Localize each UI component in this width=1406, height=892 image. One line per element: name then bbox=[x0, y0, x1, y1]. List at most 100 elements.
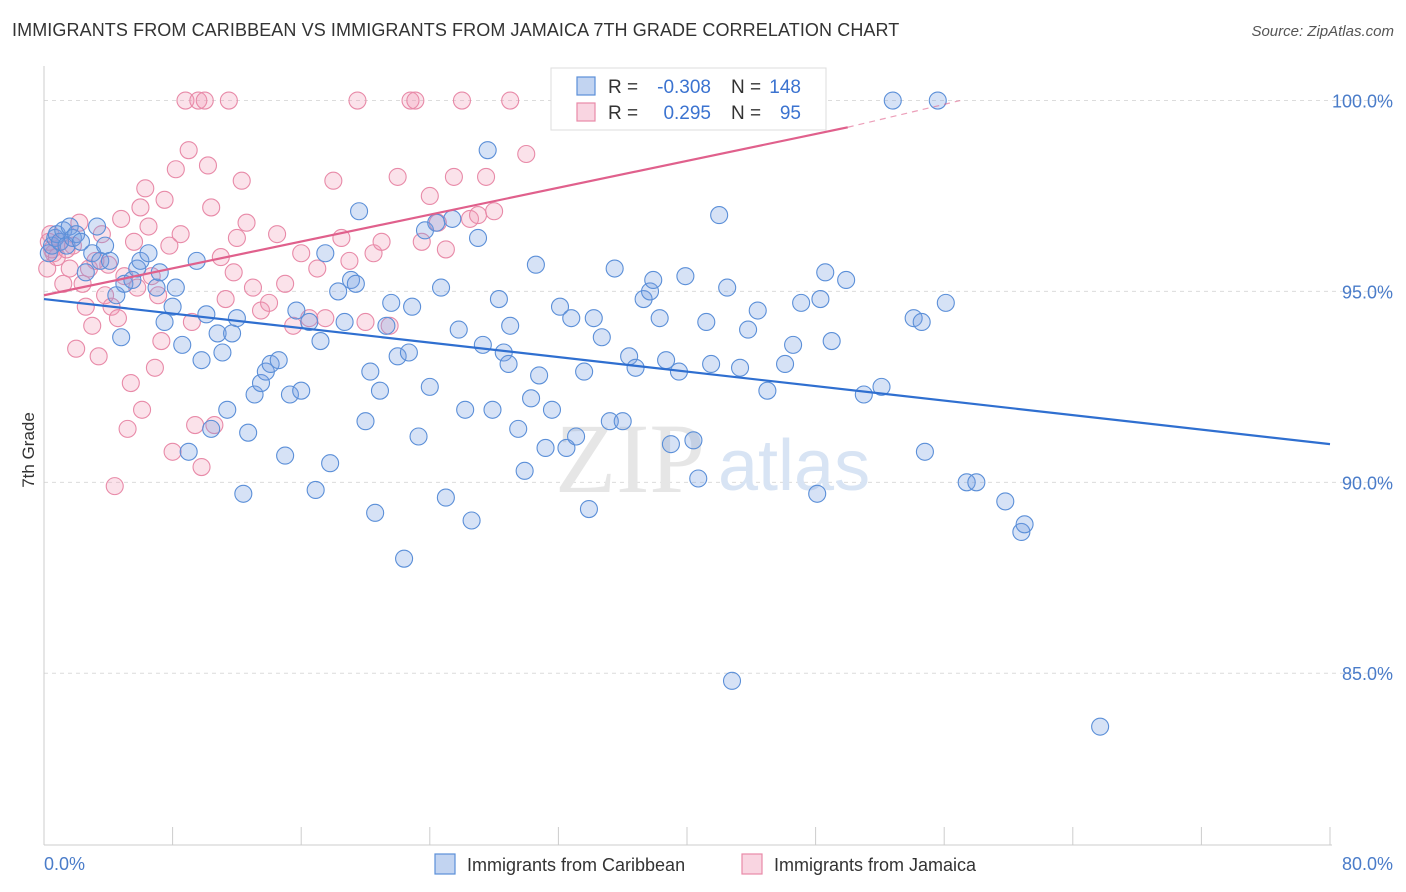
data-point bbox=[208, 324, 227, 343]
data-point bbox=[147, 278, 166, 297]
data-point bbox=[489, 290, 508, 309]
data-point bbox=[449, 320, 468, 339]
data-point bbox=[268, 225, 287, 244]
data-point bbox=[227, 309, 246, 328]
data-point bbox=[245, 385, 264, 404]
data-point bbox=[105, 477, 124, 496]
data-point bbox=[501, 91, 520, 110]
data-point bbox=[316, 244, 335, 263]
data-point bbox=[377, 316, 396, 335]
data-point bbox=[605, 259, 624, 278]
data-point bbox=[234, 484, 253, 503]
legend-n-label: N = bbox=[731, 103, 761, 124]
data-point bbox=[179, 442, 198, 461]
data-point bbox=[335, 312, 354, 332]
data-point bbox=[509, 419, 528, 438]
data-point bbox=[243, 278, 263, 297]
data-point bbox=[420, 186, 439, 206]
data-point bbox=[139, 217, 158, 236]
data-point bbox=[758, 381, 777, 400]
data-point bbox=[340, 251, 359, 270]
data-point bbox=[76, 297, 95, 316]
data-point bbox=[967, 473, 986, 492]
data-point bbox=[784, 335, 803, 354]
data-point bbox=[173, 335, 192, 354]
data-point bbox=[308, 259, 327, 278]
data-point bbox=[936, 293, 955, 312]
data-point bbox=[202, 198, 221, 217]
legend-r-value: -0.308 bbox=[657, 77, 711, 98]
data-point bbox=[689, 469, 708, 488]
data-point bbox=[748, 301, 767, 320]
watermark-atlas: atlas bbox=[718, 426, 870, 506]
data-point bbox=[388, 167, 407, 186]
data-point bbox=[121, 374, 140, 393]
data-point bbox=[739, 320, 758, 339]
data-point bbox=[366, 503, 385, 522]
data-point bbox=[71, 232, 91, 251]
data-point bbox=[60, 259, 79, 278]
data-point bbox=[155, 190, 174, 209]
y-tick-label: 100.0% bbox=[1332, 92, 1393, 112]
legend-r-label: R = bbox=[608, 77, 638, 98]
trend-lines bbox=[43, 99, 1331, 446]
data-point bbox=[118, 419, 137, 438]
data-point bbox=[124, 232, 144, 251]
data-point bbox=[224, 263, 243, 282]
data-point bbox=[232, 171, 251, 190]
legend-r-value: 0.295 bbox=[663, 103, 711, 124]
data-point bbox=[816, 263, 835, 282]
data-point bbox=[166, 278, 185, 297]
data-point bbox=[139, 244, 158, 263]
data-point bbox=[915, 442, 934, 461]
data-point bbox=[517, 144, 536, 164]
data-point bbox=[718, 278, 737, 297]
legend-swatch bbox=[576, 76, 596, 96]
data-point bbox=[213, 343, 232, 362]
data-point bbox=[626, 358, 645, 377]
legend-r-label: R = bbox=[608, 103, 638, 124]
data-point bbox=[403, 297, 422, 316]
data-point bbox=[131, 198, 150, 217]
data-point bbox=[321, 454, 340, 473]
data-point bbox=[149, 286, 168, 305]
data-point bbox=[710, 206, 729, 225]
data-point bbox=[276, 446, 295, 465]
data-point bbox=[436, 240, 455, 259]
data-point bbox=[600, 412, 619, 431]
data-point bbox=[912, 312, 931, 332]
data-point bbox=[292, 244, 311, 263]
data-point bbox=[197, 305, 216, 324]
data-point bbox=[436, 488, 455, 507]
data-point bbox=[136, 179, 155, 198]
data-point bbox=[133, 400, 152, 419]
data-point bbox=[409, 427, 428, 446]
data-point bbox=[227, 228, 246, 248]
bottom-legend: Immigrants from Caribbean Immigrants from… bbox=[434, 853, 977, 875]
data-point bbox=[837, 270, 856, 290]
data-point bbox=[306, 480, 325, 500]
data-point bbox=[872, 377, 891, 396]
data-point bbox=[269, 351, 288, 370]
legend-n-label: N = bbox=[731, 77, 761, 98]
chart-title: IMMIGRANTS FROM CARIBBEAN VS IMMIGRANTS … bbox=[12, 20, 900, 40]
data-point bbox=[661, 435, 680, 454]
data-point bbox=[356, 312, 375, 332]
data-point bbox=[176, 91, 195, 110]
data-point bbox=[444, 167, 463, 186]
data-point bbox=[562, 309, 581, 328]
data-point bbox=[483, 400, 502, 419]
data-point bbox=[202, 419, 221, 438]
data-point bbox=[192, 351, 211, 370]
data-point bbox=[1091, 717, 1110, 736]
data-point bbox=[155, 312, 174, 332]
data-point bbox=[684, 431, 703, 450]
legend-swatch bbox=[576, 102, 596, 122]
data-point bbox=[195, 91, 214, 110]
data-point bbox=[182, 312, 201, 332]
trend-line-jamaica-extension bbox=[847, 99, 961, 128]
data-point bbox=[485, 202, 504, 221]
legend-n-value: 148 bbox=[769, 77, 801, 98]
data-point bbox=[198, 156, 218, 175]
